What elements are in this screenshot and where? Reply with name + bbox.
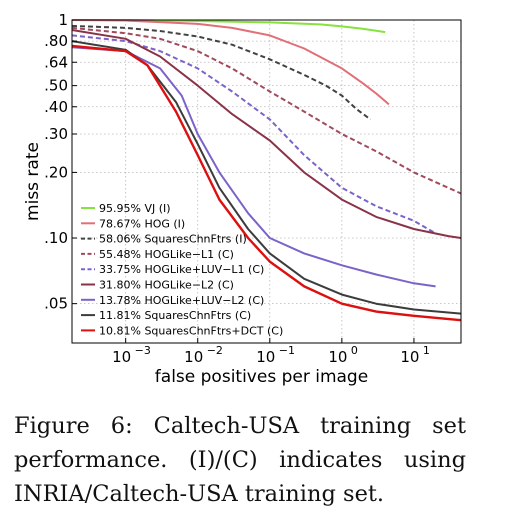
x-tick-exponent: −2 <box>207 344 223 357</box>
legend-label: 55.48% HOGLike−L1 (C) <box>99 248 234 261</box>
grid-lines <box>72 19 461 343</box>
y-tick-label: .10 <box>44 229 68 247</box>
series-line-6 <box>71 29 462 239</box>
legend-label: 13.78% HOGLike+LUV−L2 (C) <box>99 294 264 307</box>
x-tick-label: 10 <box>256 348 275 366</box>
legend-label: 78.67% HOG (I) <box>99 217 185 230</box>
x-tick-exponent: 1 <box>423 344 430 357</box>
plot-frame <box>71 19 462 344</box>
series-line-5 <box>71 34 437 235</box>
x-axis-title: false positives per image <box>155 367 368 387</box>
legend-label: 31.80% HOGLike−L2 (C) <box>99 279 234 292</box>
roc-chart: 10 −3 10 −2 10 −1 10 0 10 1 1 .80 .64 .50 .40 .30 .20 .10… <box>23 11 462 387</box>
series-line-3 <box>71 24 372 121</box>
y-tick-label: .30 <box>44 125 68 143</box>
y-axis-title: miss rate <box>23 142 43 221</box>
series-line-4 <box>71 26 462 195</box>
series-line-1 <box>72 19 386 34</box>
series-line-7 <box>71 46 436 288</box>
legend-label: 33.75% HOGLike+LUV−L1 (C) <box>99 263 264 276</box>
y-tick-label: .64 <box>44 53 68 71</box>
legend-label: 10.81% SquaresChnFtrs+DCT (C) <box>99 324 283 337</box>
x-tick-label: 10 <box>112 348 131 366</box>
x-tick-label: 10 <box>328 348 347 366</box>
y-tick-label: .80 <box>44 32 68 50</box>
axis-ticks: 10 −3 10 −2 10 −1 10 0 10 1 1 .80 .64 .50 .40 .30 .20 .10… <box>44 11 430 366</box>
legend: 95.95% VJ (I) 78.67% HOG (I) 58.06% Square… <box>81 202 283 337</box>
x-tick-exponent: −3 <box>135 344 151 357</box>
legend-label: 58.06% SquaresChnFtrs (I) <box>99 233 247 246</box>
legend-label: 95.95% VJ (I) <box>99 202 171 215</box>
x-tick-exponent: 0 <box>351 344 358 357</box>
x-tick-exponent: −1 <box>279 344 295 357</box>
x-tick-label: 10 <box>400 348 419 366</box>
y-tick-label: .50 <box>44 77 68 95</box>
y-tick-label: 1 <box>58 11 68 29</box>
series-line-9 <box>71 44 462 322</box>
series-line-2 <box>71 19 390 106</box>
series-lines <box>71 19 462 322</box>
y-tick-label: .40 <box>44 98 68 116</box>
figure-caption: Figure 6: Caltech-USA training set perfo… <box>14 413 466 507</box>
y-tick-label: .05 <box>44 295 68 313</box>
legend-label: 11.81% SquaresChnFtrs (C) <box>99 309 251 322</box>
y-tick-label: .20 <box>44 163 68 181</box>
x-tick-label: 10 <box>184 348 203 366</box>
